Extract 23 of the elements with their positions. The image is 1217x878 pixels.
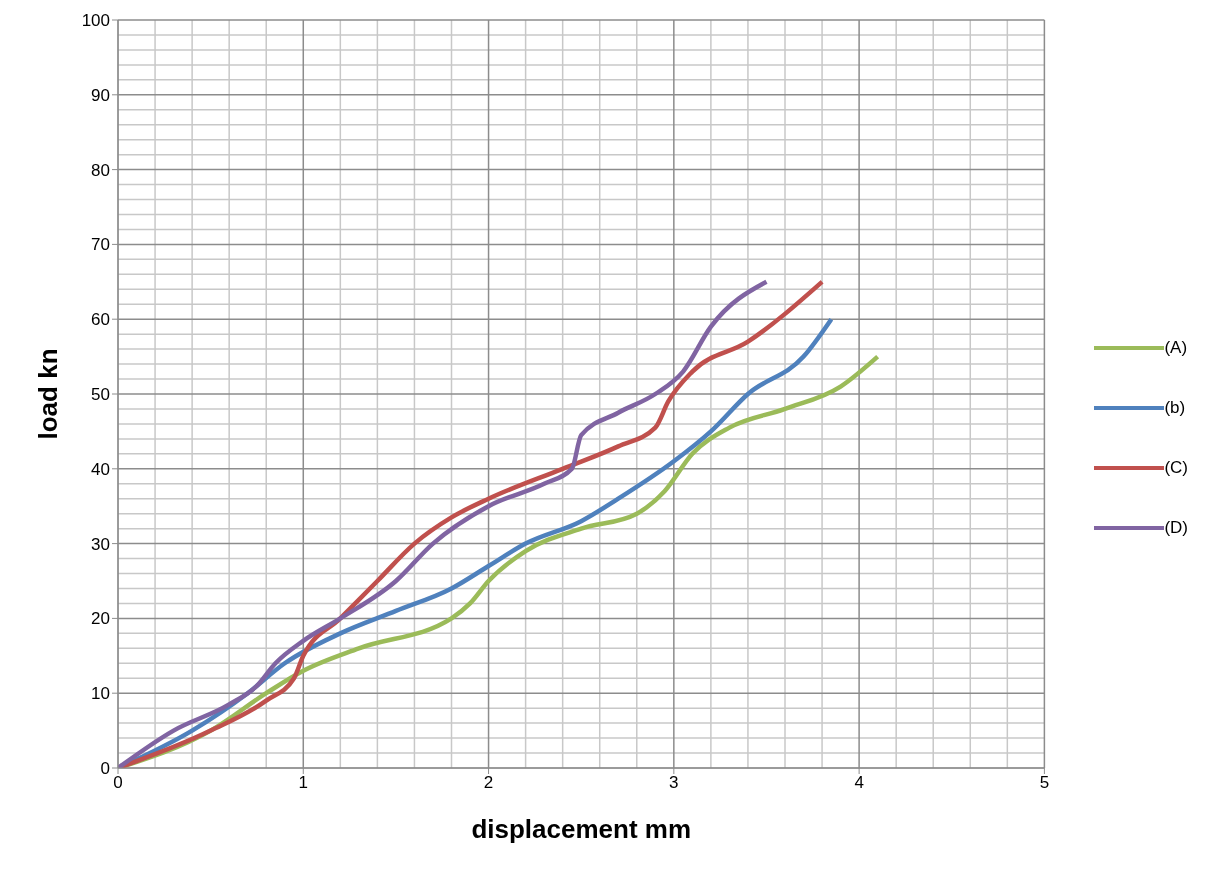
x-tick-label: 5 [1039, 773, 1050, 793]
y-tick-label: 60 [91, 310, 110, 330]
x-tick-label: 1 [298, 773, 309, 793]
x-tick-label: 2 [483, 773, 494, 793]
y-tick-label: 40 [91, 459, 110, 479]
y-tick-label: 100 [81, 11, 110, 31]
legend-label: (b) [1164, 398, 1186, 418]
y-tick-label: 0 [100, 759, 110, 779]
legend-label: (A) [1164, 338, 1188, 358]
x-tick-label: 0 [113, 773, 123, 793]
y-tick-label: 10 [91, 684, 110, 704]
x-tick-label: 4 [854, 773, 864, 793]
x-axis-title: displacement mm [471, 814, 692, 844]
y-tick-label: 70 [91, 235, 110, 255]
y-axis-title: load kn [33, 348, 64, 440]
legend-label: (D) [1164, 518, 1188, 538]
legend-label: (C) [1164, 458, 1188, 478]
y-tick-label: 30 [91, 534, 110, 554]
y-tick-label: 20 [91, 609, 110, 629]
x-tick-label: 3 [669, 773, 679, 793]
y-tick-label: 50 [91, 385, 110, 405]
y-tick-label: 80 [91, 160, 110, 180]
y-tick-label: 90 [91, 85, 110, 105]
